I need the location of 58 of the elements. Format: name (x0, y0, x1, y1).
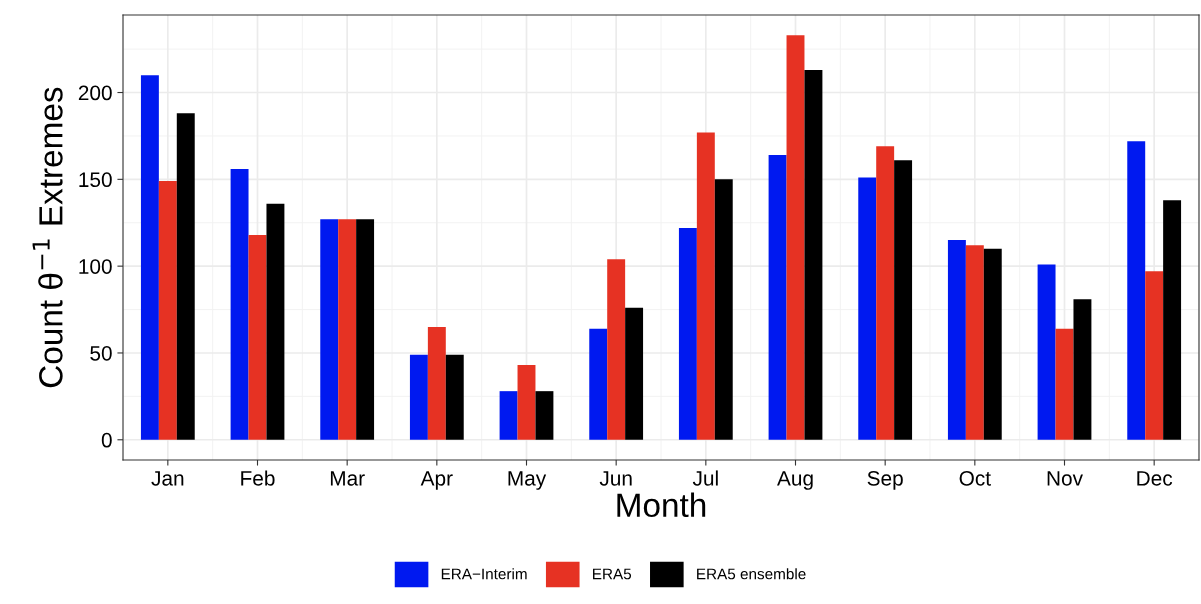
x-axis-title: Month (617, 492, 706, 518)
bar (786, 35, 805, 440)
y-tick-label: 0 (101, 432, 112, 448)
x-tick-label: Jan (151, 471, 184, 486)
bar (983, 248, 1002, 440)
bar (965, 245, 984, 440)
y-tick-label: 200 (78, 85, 112, 101)
bar (1055, 328, 1074, 440)
bar (1073, 299, 1092, 440)
bar (607, 259, 626, 440)
y-axis-title: Count θ$^{−1}$ Extremes (32, 87, 63, 388)
x-tick-label: Dec (1137, 471, 1173, 486)
bar (445, 354, 464, 440)
legend-label: ERA5 ensemble (697, 568, 806, 580)
bar (338, 219, 357, 440)
bar (1037, 264, 1056, 440)
bar (625, 307, 644, 440)
bar (517, 365, 536, 440)
y-tick-label: 150 (79, 172, 112, 188)
x-tick-label: Aug (777, 471, 813, 490)
bar (678, 227, 697, 440)
bar (356, 219, 375, 440)
bar (427, 326, 446, 440)
bar (1127, 141, 1146, 440)
x-tick-label: Oct (959, 470, 991, 486)
bar (947, 240, 966, 440)
bar (768, 155, 787, 440)
bar (696, 132, 715, 440)
bar (266, 203, 285, 440)
bar (1163, 200, 1182, 440)
y-tick-label: 50 (90, 345, 112, 361)
bar (589, 328, 608, 440)
bar (409, 354, 428, 440)
y-tick-label: 100 (79, 259, 112, 274)
bar (320, 219, 339, 440)
x-tick-label: Feb (241, 470, 275, 486)
legend-label: ERA−Interim (441, 568, 527, 580)
x-tick-label: Apr (420, 471, 453, 490)
legend-label: ERA5 (593, 568, 632, 580)
x-tick-label: Nov (1047, 471, 1083, 486)
x-tick-label: May (508, 471, 547, 490)
bar (858, 177, 877, 440)
x-tick-label: Sep (867, 470, 903, 490)
x-tick-label: Mar (330, 471, 365, 486)
bar (248, 234, 267, 440)
bar (714, 179, 733, 440)
x-tick-label: Jul (692, 470, 718, 486)
bar (158, 181, 177, 440)
bar (535, 391, 554, 440)
bar (1145, 271, 1164, 440)
bar (230, 168, 249, 440)
bar (499, 391, 518, 440)
bar (894, 160, 913, 440)
bar (176, 113, 195, 440)
x-tick-label: Jun (599, 471, 632, 486)
bar (876, 146, 895, 440)
bar (804, 69, 823, 440)
bar (140, 75, 159, 440)
